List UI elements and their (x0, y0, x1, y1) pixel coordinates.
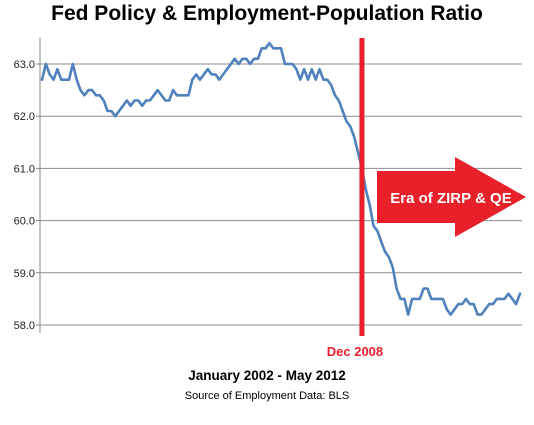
series-line (40, 41, 522, 316)
source-note: Source of Employment Data: BLS (184, 390, 350, 402)
x-axis-label: January 2002 - May 2012 (188, 368, 346, 383)
annotation-layer: Dec 2008 Era of ZIRP & QE (327, 38, 526, 359)
y-tick-label: 59.0 (14, 268, 35, 280)
dec-2008-label: Dec 2008 (327, 344, 383, 359)
y-tick-label: 63.0 (14, 59, 35, 71)
y-tick-label: 60.0 (14, 216, 35, 228)
y-tick-label: 62.0 (14, 111, 35, 123)
y-tick-label: 58.0 (14, 320, 35, 332)
y-axis-ticks: 58.0 59.0 60.0 61.0 62.0 63.0 (14, 59, 40, 332)
series-layer (40, 41, 522, 316)
y-tick-label: 61.0 (14, 163, 35, 175)
zirp-qe-arrow (377, 157, 526, 237)
zirp-qe-label: Era of ZIRP & QE (390, 190, 511, 207)
chart-title: Fed Policy & Employment-Population Ratio (51, 2, 483, 25)
